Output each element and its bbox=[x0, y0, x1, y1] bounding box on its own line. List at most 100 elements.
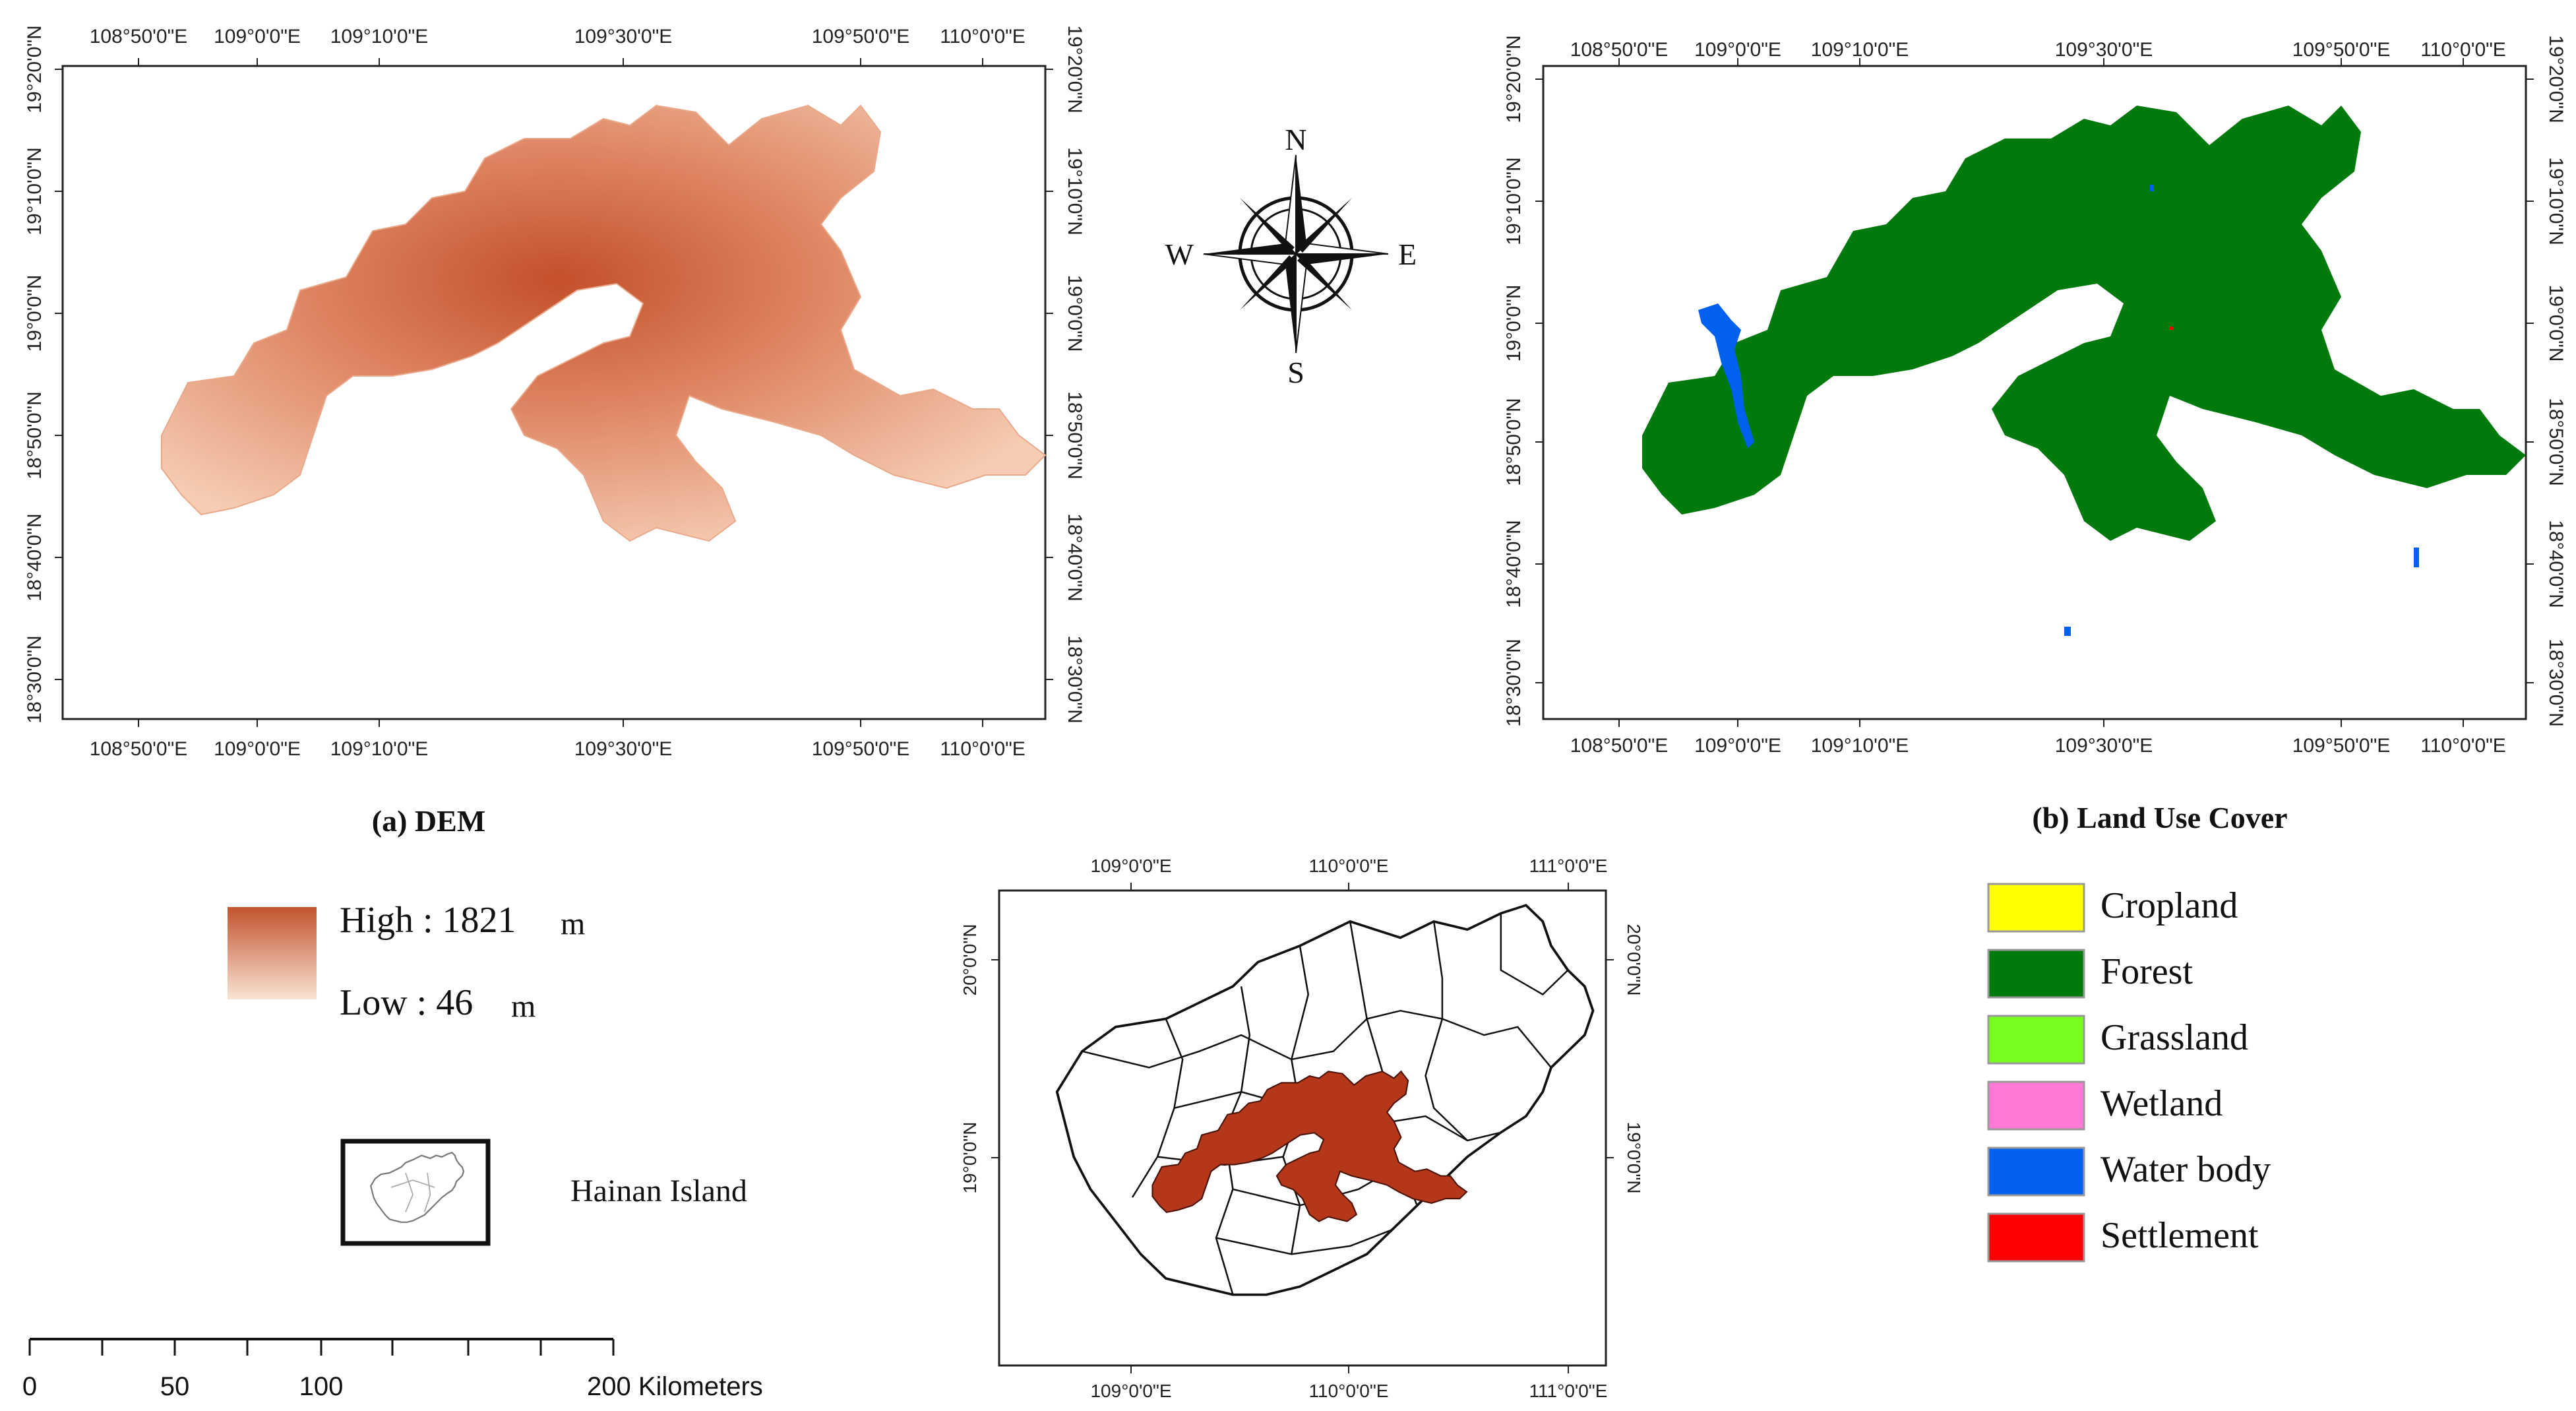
dem-lon-label: 109°30'0"E bbox=[574, 738, 673, 760]
locator-panel: 109°0'0"E 110°0'0"E 111°0'0"E 109°0'0"E … bbox=[960, 856, 1644, 1401]
landuse-lat-label: 18°30'0"N bbox=[2545, 639, 2567, 726]
locator-lat-label: 19°0'0"N bbox=[1624, 1122, 1644, 1194]
landuse-right-lat-labels: 19°20'0"N 19°10'0"N 19°0'0"N 18°50'0"N 1… bbox=[2545, 35, 2567, 726]
landuse-raster bbox=[1642, 106, 2526, 636]
legend-label: Forest bbox=[2101, 951, 2193, 992]
north-arrow-icon: N S E W bbox=[1165, 123, 1417, 389]
landuse-lon-label: 110°0'0"E bbox=[2420, 735, 2506, 757]
landuse-lat-label: 18°30'0"N bbox=[1503, 639, 1525, 726]
compass-north-label: N bbox=[1285, 123, 1306, 156]
legend-label: Wetland bbox=[2101, 1083, 2223, 1124]
locator-lat-label: 20°0'0"N bbox=[1624, 924, 1644, 996]
dem-lat-label: 19°20'0"N bbox=[1064, 25, 1086, 113]
dem-lat-label: 18°30'0"N bbox=[24, 635, 46, 723]
scale-label: 200 Kilometers bbox=[587, 1372, 763, 1401]
dem-lon-label: 109°50'0"E bbox=[812, 738, 910, 760]
dem-legend-high-unit: m bbox=[561, 906, 585, 941]
legend-item-grassland: Grassland bbox=[1987, 1015, 2248, 1065]
dem-top-lon-labels: 108°50'0"E 109°0'0"E 109°10'0"E 109°30'0… bbox=[90, 26, 1026, 47]
dem-lon-label: 110°0'0"E bbox=[940, 738, 1026, 760]
compass-west-label: W bbox=[1165, 237, 1194, 271]
landuse-panel: 108°50'0"E 109°0'0"E 109°10'0"E 109°30'0… bbox=[1503, 35, 2567, 834]
dem-right-lat-labels: 19°20'0"N 19°10'0"N 19°0'0"N 18°50'0"N 1… bbox=[1064, 25, 1086, 723]
legend-swatch bbox=[1987, 1081, 2085, 1131]
locator-lat-label: 20°0'0"N bbox=[960, 924, 980, 996]
dem-caption: (a) DEM bbox=[372, 804, 485, 838]
dem-ticks bbox=[55, 58, 1053, 727]
legend-label: Grassland bbox=[2101, 1017, 2248, 1058]
dem-lat-label: 19°0'0"N bbox=[24, 275, 46, 352]
legend-swatch bbox=[1987, 1015, 2085, 1065]
locator-lon-label: 111°0'0"E bbox=[1529, 1381, 1608, 1401]
landuse-lat-label: 18°50'0"N bbox=[2545, 398, 2567, 486]
landuse-lon-label: 109°50'0"E bbox=[2292, 39, 2391, 61]
landuse-map-frame bbox=[1542, 65, 2527, 720]
scale-label: 100 bbox=[299, 1372, 344, 1401]
dem-lon-label: 109°10'0"E bbox=[330, 26, 429, 47]
scale-bar: 0 50 100 200 Kilometers bbox=[22, 1338, 763, 1401]
dem-raster bbox=[161, 105, 1046, 542]
inset-frame bbox=[340, 1139, 491, 1246]
dem-lat-label: 19°20'0"N bbox=[24, 25, 46, 113]
landuse-lat-label: 19°0'0"N bbox=[1503, 285, 1525, 362]
legend-item-wetland: Wetland bbox=[1987, 1081, 2223, 1131]
dem-lat-label: 19°10'0"N bbox=[1064, 147, 1086, 235]
landuse-legend: Cropland Forest Grassland Wetland Water … bbox=[1987, 883, 2271, 1263]
dem-legend: High : 1821 m Low : 46 m bbox=[228, 900, 585, 1024]
locator-island bbox=[1055, 904, 1595, 1296]
dem-lat-label: 18°50'0"N bbox=[24, 391, 46, 479]
landuse-lon-label: 109°30'0"E bbox=[2055, 39, 2153, 61]
legend-swatch bbox=[1987, 883, 2085, 933]
locator-frame bbox=[998, 889, 1607, 1367]
landuse-lon-label: 110°0'0"E bbox=[2420, 39, 2506, 61]
legend-item-cropland: Cropland bbox=[1987, 883, 2238, 933]
inset-island-icon bbox=[370, 1152, 465, 1223]
landuse-lon-label: 109°0'0"E bbox=[1694, 39, 1781, 61]
dem-bottom-lon-labels: 108°50'0"E 109°0'0"E 109°10'0"E 109°30'0… bbox=[90, 738, 1026, 760]
scale-label: 50 bbox=[160, 1372, 190, 1401]
dem-lon-label: 109°0'0"E bbox=[214, 26, 301, 47]
locator-lat-label: 19°0'0"N bbox=[960, 1122, 980, 1194]
locator-lon-label: 109°0'0"E bbox=[1090, 1381, 1171, 1401]
landuse-caption: (b) Land Use Cover bbox=[2032, 801, 2287, 834]
landuse-lat-label: 19°10'0"N bbox=[2545, 157, 2567, 245]
landuse-left-lat-labels: 19°20'0"N 19°10'0"N 19°0'0"N 18°50'0"N 1… bbox=[1503, 35, 1525, 726]
locator-lon-label: 111°0'0"E bbox=[1529, 856, 1608, 876]
dem-legend-high: High : 1821 bbox=[340, 900, 516, 941]
inset-label: Hainan Island bbox=[570, 1174, 747, 1208]
dem-lat-label: 18°50'0"N bbox=[1064, 391, 1086, 479]
dem-left-lat-labels: 19°20'0"N 19°10'0"N 19°0'0"N 18°50'0"N 1… bbox=[24, 25, 46, 723]
landuse-lon-label: 109°10'0"E bbox=[1811, 39, 1909, 61]
landuse-lat-label: 19°0'0"N bbox=[2545, 285, 2567, 362]
settlement-area bbox=[2170, 327, 2173, 330]
dem-lon-label: 109°10'0"E bbox=[330, 738, 429, 760]
compass-south-label: S bbox=[1287, 356, 1304, 389]
locator-lon-label: 110°0'0"E bbox=[1309, 856, 1389, 876]
legend-label: Settlement bbox=[2101, 1215, 2259, 1256]
dem-legend-low: Low : 46 bbox=[340, 982, 473, 1023]
landuse-lon-label: 109°0'0"E bbox=[1694, 735, 1781, 757]
landuse-bottom-lon-labels: 108°50'0"E 109°0'0"E 109°10'0"E 109°30'0… bbox=[1570, 735, 2506, 757]
scale-label: 0 bbox=[22, 1372, 37, 1401]
legend-swatch bbox=[1987, 949, 2085, 999]
dem-lat-label: 19°0'0"N bbox=[1064, 275, 1086, 352]
legend-label: Cropland bbox=[2101, 885, 2238, 926]
landuse-lat-label: 18°40'0"N bbox=[1503, 520, 1525, 608]
compass-east-label: E bbox=[1398, 237, 1417, 271]
dem-elevation-shape bbox=[162, 106, 1045, 541]
dem-legend-ramp bbox=[228, 907, 317, 999]
dem-lon-label: 109°0'0"E bbox=[214, 738, 301, 760]
dem-lon-label: 109°30'0"E bbox=[574, 26, 673, 47]
legend-swatch bbox=[1987, 1212, 2085, 1263]
locator-lon-label: 110°0'0"E bbox=[1309, 1381, 1389, 1401]
legend-item-settlement: Settlement bbox=[1987, 1212, 2259, 1263]
legend-label: Water body bbox=[2101, 1149, 2271, 1190]
landuse-top-lon-labels: 108°50'0"E 109°0'0"E 109°10'0"E 109°30'0… bbox=[1570, 39, 2506, 61]
legend-item-water-body: Water body bbox=[1987, 1146, 2271, 1197]
dem-lon-label: 108°50'0"E bbox=[90, 738, 188, 760]
dem-lat-label: 19°10'0"N bbox=[24, 147, 46, 235]
dem-lon-label: 109°50'0"E bbox=[812, 26, 910, 47]
dem-map-frame bbox=[61, 65, 1047, 720]
dem-lat-label: 18°30'0"N bbox=[1064, 635, 1086, 723]
dem-lat-label: 18°40'0"N bbox=[1064, 513, 1086, 601]
